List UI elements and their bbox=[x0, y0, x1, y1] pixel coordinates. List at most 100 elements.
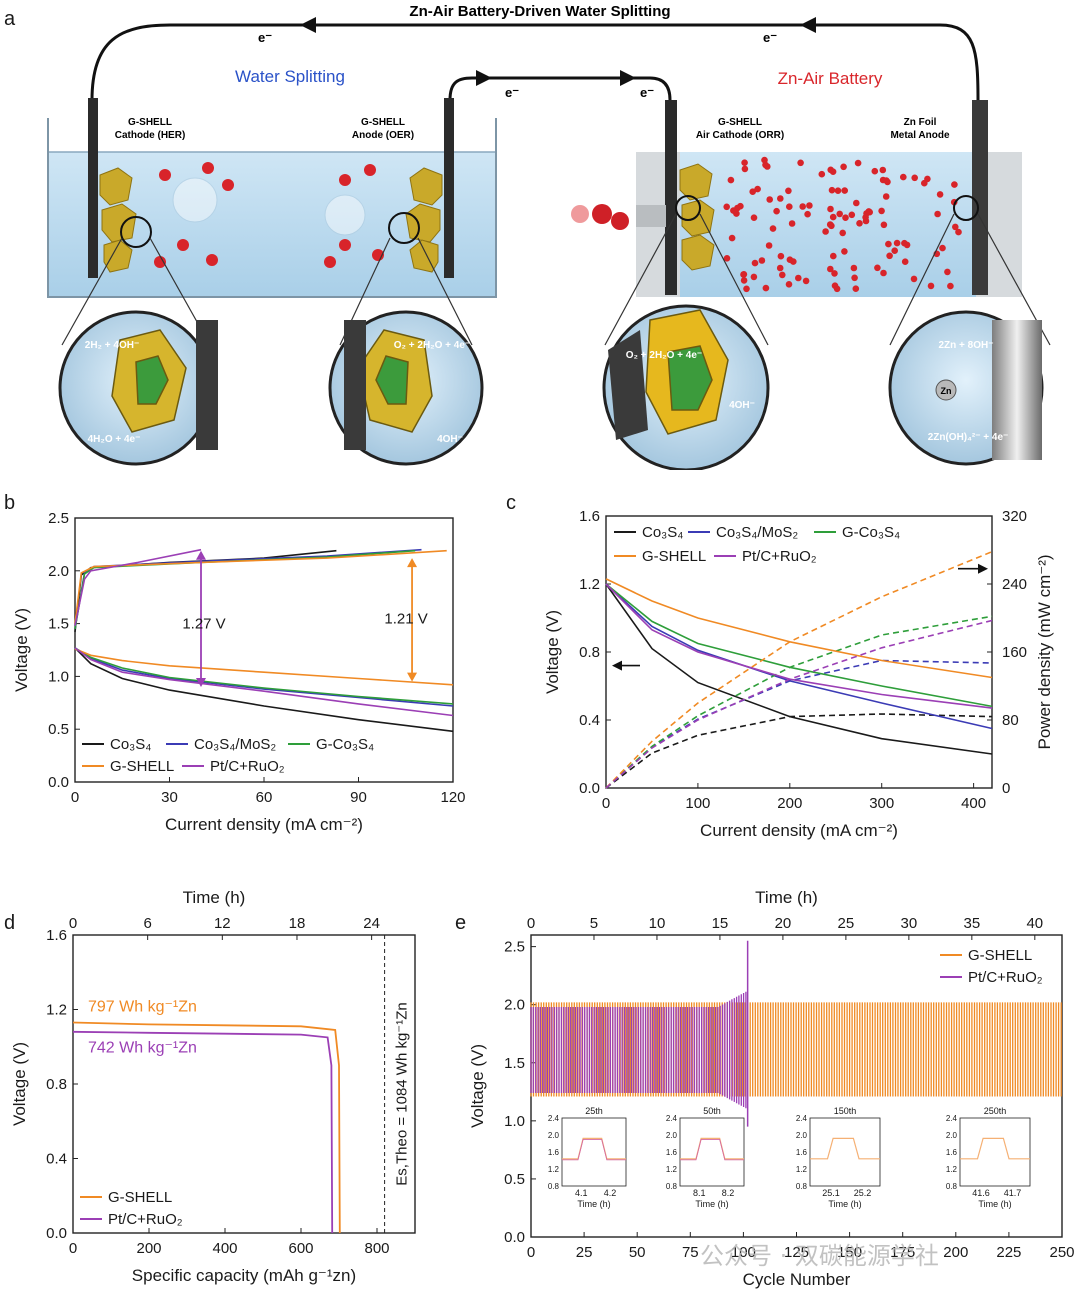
oh-ion bbox=[840, 163, 847, 171]
oh-ion bbox=[850, 264, 858, 272]
ptc-voltage-line bbox=[605, 583, 993, 709]
oh-ion bbox=[856, 220, 863, 227]
panel-label-e: e bbox=[455, 912, 467, 934]
arrow-head bbox=[612, 660, 622, 671]
oh-ion bbox=[785, 281, 793, 288]
oh-ion bbox=[934, 210, 941, 218]
oh-ion bbox=[836, 210, 843, 218]
oh-ion bbox=[806, 202, 813, 209]
svg-text:e⁻: e⁻ bbox=[640, 85, 654, 100]
oh-ion bbox=[802, 277, 810, 285]
oh-ion bbox=[777, 252, 785, 260]
g_shell-legend-label: G-SHELL bbox=[108, 1189, 172, 1206]
oh-ion bbox=[786, 203, 793, 210]
top-x-tick-label: 24 bbox=[363, 915, 380, 932]
x-tick-label: 30 bbox=[161, 789, 178, 806]
g_shell-voltage-line bbox=[605, 578, 993, 679]
oh-ion bbox=[841, 248, 848, 255]
x-tick-label: 400 bbox=[961, 795, 986, 812]
inset-gshell-profile bbox=[680, 1137, 744, 1160]
top-x-tick-label: 25 bbox=[838, 915, 855, 932]
annotation-ptc-energy: 742 Wh kg⁻¹Zn bbox=[88, 1039, 197, 1056]
oh-ion bbox=[830, 252, 837, 260]
co3s4-voltage-line bbox=[605, 583, 993, 755]
oh-ion bbox=[939, 244, 946, 252]
oh-ion bbox=[880, 269, 887, 277]
oh-ion bbox=[740, 277, 748, 284]
oh-ion bbox=[751, 259, 759, 267]
oh-ion bbox=[829, 213, 837, 221]
top-x-tick-label: 15 bbox=[712, 915, 729, 932]
oh-ion bbox=[878, 207, 885, 215]
plot-frame bbox=[74, 517, 454, 783]
svg-text:2H₂ + 4OH⁻: 2H₂ + 4OH⁻ bbox=[85, 340, 139, 351]
oh-ion bbox=[911, 174, 918, 182]
svg-text:O₂ + 2H₂O + 4e⁻: O₂ + 2H₂O + 4e⁻ bbox=[394, 340, 470, 351]
top-x-tick-label: 20 bbox=[775, 915, 792, 932]
inset-title: 250th bbox=[984, 1106, 1007, 1116]
svg-text:Anode (OER): Anode (OER) bbox=[352, 130, 414, 141]
svg-text:Metal Anode: Metal Anode bbox=[890, 130, 950, 141]
oh-ion bbox=[761, 156, 768, 164]
inset-x-tick-label: 25.2 bbox=[854, 1188, 872, 1198]
x-tick-label: 0 bbox=[71, 789, 79, 806]
inset-y-tick-label: 1.2 bbox=[796, 1165, 808, 1174]
y-tick-label: 0.5 bbox=[504, 1171, 525, 1188]
oh-ion bbox=[769, 225, 777, 232]
ptc-legend-label: Pt/C+RuO₂ bbox=[742, 548, 817, 565]
inset-y-tick-label: 1.6 bbox=[548, 1148, 560, 1157]
oh-ion bbox=[952, 223, 959, 231]
arrow-head bbox=[196, 677, 206, 687]
y-tick-label: 2.0 bbox=[48, 563, 69, 580]
y2-tick-label: 0 bbox=[1002, 780, 1010, 797]
panel-label-d: d bbox=[4, 912, 16, 934]
oh-ion bbox=[723, 203, 730, 211]
inset-frame bbox=[959, 1117, 1031, 1187]
panel-label-b: b bbox=[4, 492, 16, 514]
inset-y-tick-label: 2.0 bbox=[796, 1131, 808, 1140]
oh-ion bbox=[797, 159, 804, 167]
svg-text:Zn: Zn bbox=[941, 386, 952, 396]
panel-b-chart: 0 30 60 90 120 0.0 0.5 1.0 1.5 2.0 2.5 Current dens… bbox=[12, 510, 466, 834]
y-tick-label: 1.6 bbox=[46, 927, 67, 944]
inset-y-tick-label: 0.8 bbox=[946, 1182, 958, 1191]
x-tick-label: 200 bbox=[777, 795, 802, 812]
g_shell-legend-label: G-SHELL bbox=[110, 758, 174, 775]
inset-title: 150th bbox=[834, 1106, 857, 1116]
inset-y-tick-label: 0.8 bbox=[666, 1182, 678, 1191]
inset-ptc-profile bbox=[680, 1138, 744, 1161]
co3s4_mos2-charge-line bbox=[74, 548, 422, 630]
oh-ion bbox=[826, 221, 834, 228]
oh-ion bbox=[741, 159, 748, 166]
oh-ion bbox=[900, 173, 907, 181]
top-x-tick-label: 0 bbox=[527, 915, 535, 932]
co3s4_mos2-power-line bbox=[605, 659, 993, 789]
svg-text:4H₂O + 4e⁻: 4H₂O + 4e⁻ bbox=[88, 434, 141, 445]
x-tick-label: 200 bbox=[136, 1240, 161, 1257]
x-tick-label: 0 bbox=[602, 795, 610, 812]
y-tick-label: 0.4 bbox=[46, 1151, 67, 1168]
inset-x-axis-label: Time (h) bbox=[577, 1199, 610, 1209]
oh-ion bbox=[955, 228, 962, 236]
oh-ion bbox=[839, 229, 846, 237]
oh-ion bbox=[833, 285, 841, 293]
oh-ion bbox=[879, 166, 887, 174]
x-tick-label: 800 bbox=[364, 1240, 389, 1257]
inset-y-tick-label: 0.8 bbox=[796, 1182, 808, 1191]
y-tick-label: 1.5 bbox=[504, 1055, 525, 1072]
oh-ion bbox=[786, 256, 794, 264]
inset-gshell-profile bbox=[810, 1137, 880, 1160]
y-tick-label: 0.0 bbox=[579, 780, 600, 797]
x-tick-label: 60 bbox=[256, 789, 273, 806]
oh-ion bbox=[754, 185, 761, 193]
inset-y-tick-label: 2.0 bbox=[946, 1131, 958, 1140]
inset-title: 50th bbox=[703, 1106, 721, 1116]
g-shell-cycling-band bbox=[530, 1002, 1062, 1097]
y-tick-label: 0.4 bbox=[579, 712, 600, 729]
co3s4-legend-label: Co₃S₄ bbox=[110, 736, 151, 753]
panel-a-schematic: Zn-Air Battery-Driven Water Splitting e⁻… bbox=[47, 3, 1051, 470]
g_co3s4-power-line bbox=[605, 615, 993, 789]
oh-ion bbox=[936, 191, 944, 198]
oh-ion bbox=[827, 205, 834, 213]
panel-e-chart: 0 25 50 75 100 125 150 175 200 225 2500.00.51.01.5… bbox=[468, 888, 1075, 1289]
